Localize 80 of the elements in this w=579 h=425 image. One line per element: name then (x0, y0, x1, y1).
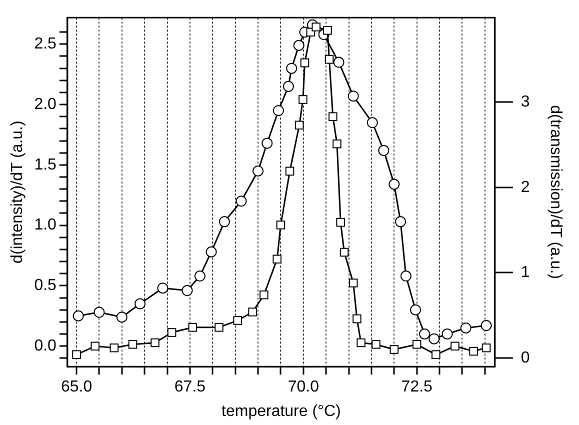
x-tick-label: 67.5 (174, 378, 206, 396)
y-axis-title: d(intensity)/dT (a.u.) (9, 120, 26, 264)
point (419, 328, 430, 340)
x-tick-label: 65.0 (60, 378, 92, 396)
x-axis-title: temperature (°C) (222, 402, 341, 420)
point (206, 246, 217, 258)
point (348, 90, 359, 102)
y-tick-label: 0.0 (34, 337, 57, 354)
point (300, 58, 310, 68)
point (312, 22, 320, 32)
point (293, 40, 304, 51)
point (167, 328, 176, 337)
point (252, 165, 264, 176)
y2-tick-label: 3 (520, 93, 530, 110)
point (194, 270, 206, 282)
point (400, 270, 412, 282)
point (356, 338, 366, 348)
point (390, 345, 399, 354)
point (276, 220, 286, 230)
point (336, 218, 346, 227)
point (236, 196, 247, 207)
x-tick-label: 72.5 (401, 378, 433, 396)
point (157, 282, 168, 294)
point (428, 333, 440, 344)
point (324, 55, 334, 64)
y-tick-label: 1.0 (34, 216, 57, 234)
point (340, 248, 349, 257)
point (323, 26, 332, 35)
point (218, 216, 230, 228)
point (233, 316, 242, 325)
point (348, 278, 358, 288)
point (298, 95, 308, 104)
y-tick-label: 1.5 (34, 156, 57, 174)
point (366, 117, 378, 128)
y2-tick-label: 0 (520, 349, 530, 366)
x-tick-label: 70.0 (288, 378, 320, 396)
point (294, 120, 304, 130)
point (260, 290, 268, 300)
point (110, 343, 119, 352)
point (188, 322, 198, 332)
point (272, 105, 284, 116)
point (262, 138, 273, 149)
point (395, 216, 406, 228)
point (72, 310, 84, 322)
point (116, 312, 128, 323)
point (460, 322, 472, 334)
point (410, 304, 421, 316)
point (482, 343, 491, 352)
point (378, 144, 390, 156)
point (469, 346, 478, 356)
point (480, 320, 492, 332)
y2-tick-label: 1 (520, 264, 530, 282)
point (332, 140, 342, 148)
point (372, 340, 380, 349)
point (333, 56, 344, 68)
point (128, 340, 138, 349)
point (442, 328, 453, 340)
point (286, 62, 298, 74)
point (94, 306, 105, 318)
point (432, 350, 440, 360)
y2-axis-title: d(transmission)/dT (a.u.) (546, 105, 564, 280)
point (282, 80, 294, 92)
point (90, 342, 100, 351)
point (182, 285, 193, 296)
point (150, 338, 160, 348)
point (450, 342, 460, 351)
point (388, 178, 400, 190)
y-tick-label: 2.0 (34, 96, 57, 113)
point (134, 298, 146, 310)
point (72, 350, 81, 360)
point (272, 254, 282, 264)
y2-tick-label: 2 (520, 178, 530, 196)
point (285, 166, 294, 176)
point (412, 340, 422, 349)
y-tick-label: 0.5 (34, 277, 57, 294)
y-tick-label: 2.5 (34, 36, 57, 53)
point (352, 314, 362, 324)
point (328, 112, 338, 121)
point (248, 308, 257, 316)
point (214, 322, 224, 332)
